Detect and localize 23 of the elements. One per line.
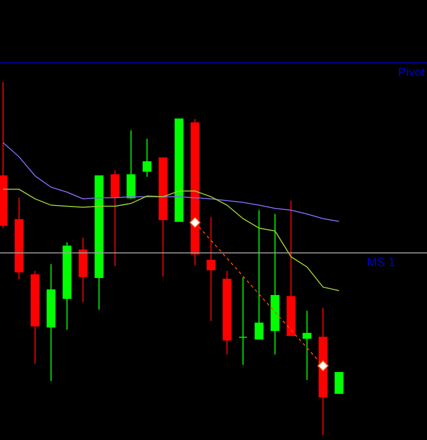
candlestick	[14, 197, 24, 280]
candlestick	[222, 270, 232, 356]
candlestick	[334, 372, 344, 395]
candlestick	[78, 237, 88, 303]
candlestick	[142, 138, 152, 178]
candlestick	[30, 270, 40, 364]
candlestick	[158, 157, 168, 277]
ref-line-label: MS 1	[367, 255, 396, 269]
candlestick	[94, 175, 104, 310]
candlestick	[126, 130, 136, 200]
candlestick	[110, 170, 120, 267]
ref-line-label: Pivot	[398, 65, 426, 79]
candlestick	[238, 277, 248, 366]
candlestick	[302, 310, 312, 380]
candlestick	[174, 118, 184, 222]
candlestick	[0, 81, 8, 229]
candlestick	[270, 214, 280, 356]
candlestick	[206, 216, 216, 322]
candlestick	[286, 200, 296, 336]
candlestick	[62, 242, 72, 330]
candlestick	[254, 210, 264, 340]
candlestick	[46, 264, 56, 382]
candlestick	[190, 118, 200, 266]
